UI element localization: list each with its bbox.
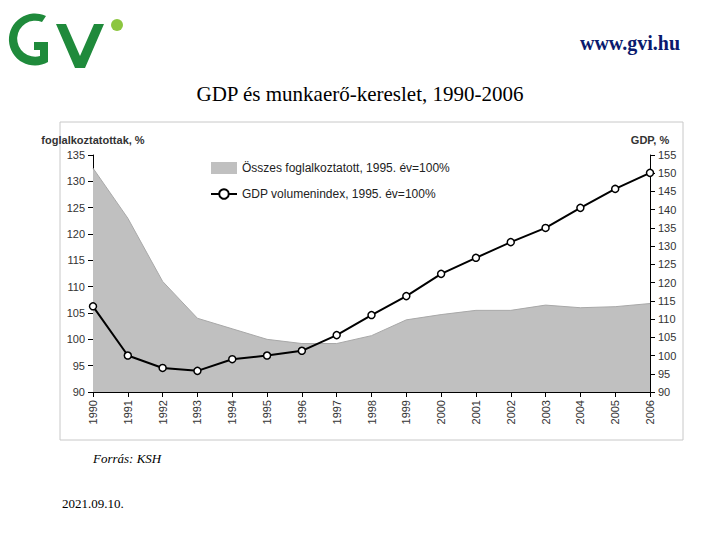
svg-text:125: 125: [658, 258, 676, 270]
svg-text:1992: 1992: [157, 400, 169, 424]
svg-text:1990: 1990: [87, 400, 99, 424]
svg-text:120: 120: [658, 277, 676, 289]
svg-text:2001: 2001: [470, 400, 482, 424]
svg-text:115: 115: [67, 254, 85, 266]
svg-text:90: 90: [73, 386, 85, 398]
svg-text:1999: 1999: [400, 400, 412, 424]
svg-text:2003: 2003: [540, 400, 552, 424]
svg-text:95: 95: [658, 368, 670, 380]
svg-text:110: 110: [67, 281, 85, 293]
svg-text:2000: 2000: [435, 400, 447, 424]
svg-text:GDP volumenindex, 1995. év=100: GDP volumenindex, 1995. év=100%: [242, 187, 436, 201]
svg-text:1994: 1994: [226, 400, 238, 424]
svg-text:1996: 1996: [296, 400, 308, 424]
svg-text:135: 135: [658, 222, 676, 234]
svg-text:2004: 2004: [574, 400, 586, 424]
svg-text:135: 135: [67, 149, 85, 161]
svg-text:105: 105: [67, 307, 85, 319]
svg-text:150: 150: [658, 167, 676, 179]
svg-text:140: 140: [658, 204, 676, 216]
svg-text:155: 155: [658, 149, 676, 161]
svg-text:2006: 2006: [644, 400, 656, 424]
svg-text:90: 90: [658, 386, 670, 398]
html-text:GDP és munkaerő-kereslet, 1990: GDP és munkaerő-kereslet, 1990-2006: [196, 82, 524, 106]
svg-text:1995: 1995: [261, 400, 273, 424]
html-text:2021.09.10.: 2021.09.10.: [62, 496, 124, 511]
html-text:Forrás: KSH: Forrás: KSH: [93, 451, 162, 466]
html-text:www.gvi.hu: www.gvi.hu: [580, 32, 680, 54]
svg-text:115: 115: [658, 295, 676, 307]
svg-text:2005: 2005: [609, 400, 621, 424]
svg-text:2002: 2002: [505, 400, 517, 424]
svg-text:110: 110: [658, 313, 676, 325]
svg-text:foglalkoztatottak, %: foglalkoztatottak, %: [41, 134, 145, 146]
svg-text:1993: 1993: [191, 400, 203, 424]
svg-text:Összes foglalkoztatott, 1995.: Összes foglalkoztatott, 1995. év=100%: [242, 161, 450, 175]
svg-text:1998: 1998: [366, 400, 378, 424]
svg-text:1997: 1997: [331, 400, 343, 424]
svg-text:100: 100: [67, 333, 85, 345]
svg-text:GDP, %: GDP, %: [631, 134, 670, 146]
svg-text:95: 95: [73, 360, 85, 372]
svg-text:130: 130: [67, 175, 85, 187]
svg-text:105: 105: [658, 331, 676, 343]
svg-text:130: 130: [658, 240, 676, 252]
svg-text:120: 120: [67, 228, 85, 240]
svg-text:1991: 1991: [122, 400, 134, 424]
svg-text:145: 145: [658, 185, 676, 197]
svg-text:125: 125: [67, 202, 85, 214]
svg-text:100: 100: [658, 350, 676, 362]
